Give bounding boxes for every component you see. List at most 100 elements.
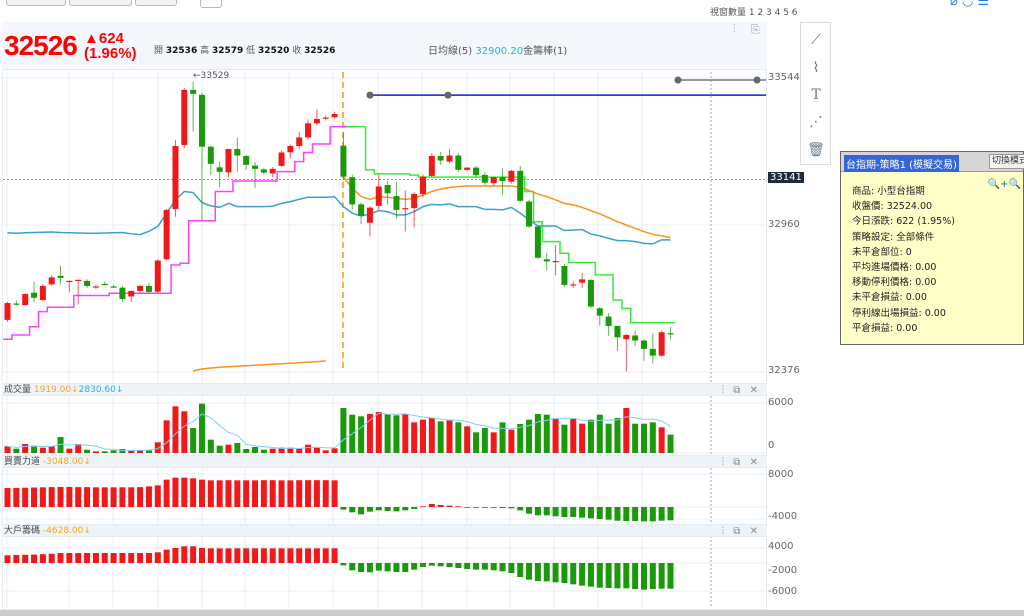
candle-down — [517, 170, 524, 201]
candle-down — [393, 196, 400, 210]
power-bar — [119, 487, 126, 507]
power-bar — [632, 507, 639, 522]
info-line: 平倉損益: 0.00 — [852, 322, 918, 334]
candle-down — [473, 167, 480, 176]
chips-bar — [632, 563, 639, 590]
window-count-selector[interactable]: 視窗數量 1 2 3 4 5 6 — [710, 8, 798, 18]
tab-1[interactable] — [6, 0, 66, 6]
candle-up — [411, 194, 418, 209]
candle-down — [649, 348, 656, 356]
volume-bar — [110, 450, 117, 453]
strategy-info-panel: 台指期-策略1 (模擬交易) 切換模式 🔍+🔍 商品: 小型台指期 收盤價: 3… — [840, 151, 1024, 345]
text-tool-icon[interactable]: T — [811, 87, 821, 103]
tab-2[interactable] — [69, 0, 132, 6]
candle-down — [384, 184, 391, 194]
low-label: 低 — [246, 46, 256, 56]
volume-bar — [145, 450, 152, 453]
power-bar — [658, 507, 665, 521]
power-bar — [145, 486, 152, 507]
power-bar — [207, 480, 214, 507]
chips-bar — [517, 563, 524, 578]
ma-label: 日均線(5) — [428, 46, 473, 57]
indicator-legend: 日均線(5) 32900.20金籌棒(1) — [428, 42, 567, 57]
panel-controls[interactable]: ⫶ ⧉ ✕ — [721, 526, 761, 537]
chips-bar — [526, 563, 533, 580]
volume-bar — [640, 423, 647, 453]
candle-down — [640, 340, 647, 349]
moving-average-long — [192, 360, 326, 372]
chips-bar — [437, 563, 444, 567]
power-panel-header: 買賣力道 -3048.00↓ ⫶ ⧉ ✕ — [2, 455, 767, 468]
chips-bar — [384, 563, 391, 572]
chips-bar — [110, 553, 117, 563]
power-bar — [393, 507, 400, 512]
chips-bar — [579, 563, 586, 586]
chips-bar — [39, 554, 46, 563]
line-handle — [674, 76, 682, 84]
chips-bar — [216, 548, 223, 563]
power-bar — [287, 480, 294, 507]
horizontal-scrollbar[interactable] — [0, 610, 1024, 616]
volume-bar — [393, 415, 400, 453]
candle-up — [313, 119, 320, 124]
candle-up — [375, 186, 382, 206]
volume-bar — [181, 411, 188, 453]
power-bar — [517, 507, 524, 511]
zoom-icons[interactable]: 🔍+🔍 — [987, 179, 1021, 190]
power-bar — [605, 507, 612, 520]
candle-up — [22, 293, 29, 306]
volume-bar — [446, 419, 453, 453]
candle-down — [526, 201, 533, 227]
chips-bar — [623, 563, 630, 589]
candle-up — [278, 152, 285, 166]
copy-icon[interactable]: ⎘ — [751, 23, 760, 36]
chips-bar — [305, 548, 312, 563]
power-bar — [534, 507, 541, 516]
chips-bar — [31, 554, 38, 563]
candle-up — [163, 209, 170, 260]
panel-controls[interactable]: ⫶ ⧉ ✕ — [721, 385, 761, 396]
chips-bar — [296, 548, 303, 563]
candle-up — [154, 260, 161, 292]
candle-down — [596, 308, 603, 316]
power-bar — [48, 487, 55, 507]
volume-bar — [172, 406, 179, 453]
power-bar — [66, 486, 73, 507]
info-line: 未平倉損益: 0.00 — [852, 292, 927, 304]
candle-up — [48, 277, 55, 285]
chips-bar — [358, 563, 365, 573]
panel-title: 大戶籌碼 — [4, 526, 41, 536]
chips-bar — [22, 554, 29, 563]
candle-up — [508, 170, 515, 182]
panel-controls[interactable]: ⫶ ⧉ ✕ — [721, 457, 761, 468]
info-line: 移動停利價格: 0.00 — [852, 277, 937, 289]
top-right-icons[interactable]: ⌀ ◡ ☰ — [950, 0, 990, 9]
tab-3[interactable] — [135, 0, 177, 6]
chips-bar — [172, 548, 179, 563]
candle-down — [543, 259, 550, 262]
fan-tool-icon[interactable]: ⋰ — [809, 114, 823, 130]
power-bar — [455, 506, 462, 508]
close-value: 32526 — [304, 46, 336, 56]
stop-line-green — [347, 125, 675, 324]
power-bar — [331, 480, 338, 507]
chips-bar — [366, 563, 373, 573]
chips-bar — [419, 563, 426, 568]
trash-icon[interactable]: 🗑 — [807, 142, 825, 158]
settings-icon[interactable]: ⫶ — [733, 24, 736, 35]
power-bar — [13, 487, 20, 507]
chips-bar — [278, 548, 285, 563]
line-tool-icon[interactable]: ⟋ — [811, 32, 821, 48]
switch-mode-button[interactable]: 切換模式 — [989, 154, 1024, 169]
chips-bar — [340, 563, 347, 566]
small-button[interactable] — [200, 0, 222, 8]
power-bar — [623, 507, 630, 522]
candle-down — [561, 266, 568, 285]
chips-value: -4628.00↓ — [42, 526, 91, 536]
chips-bar — [207, 548, 214, 563]
power-bar — [667, 507, 674, 521]
polyline-tool-icon[interactable]: ⌇ — [812, 60, 820, 76]
volume-axis-label: 6000 — [768, 397, 794, 408]
power-bar — [358, 507, 365, 515]
